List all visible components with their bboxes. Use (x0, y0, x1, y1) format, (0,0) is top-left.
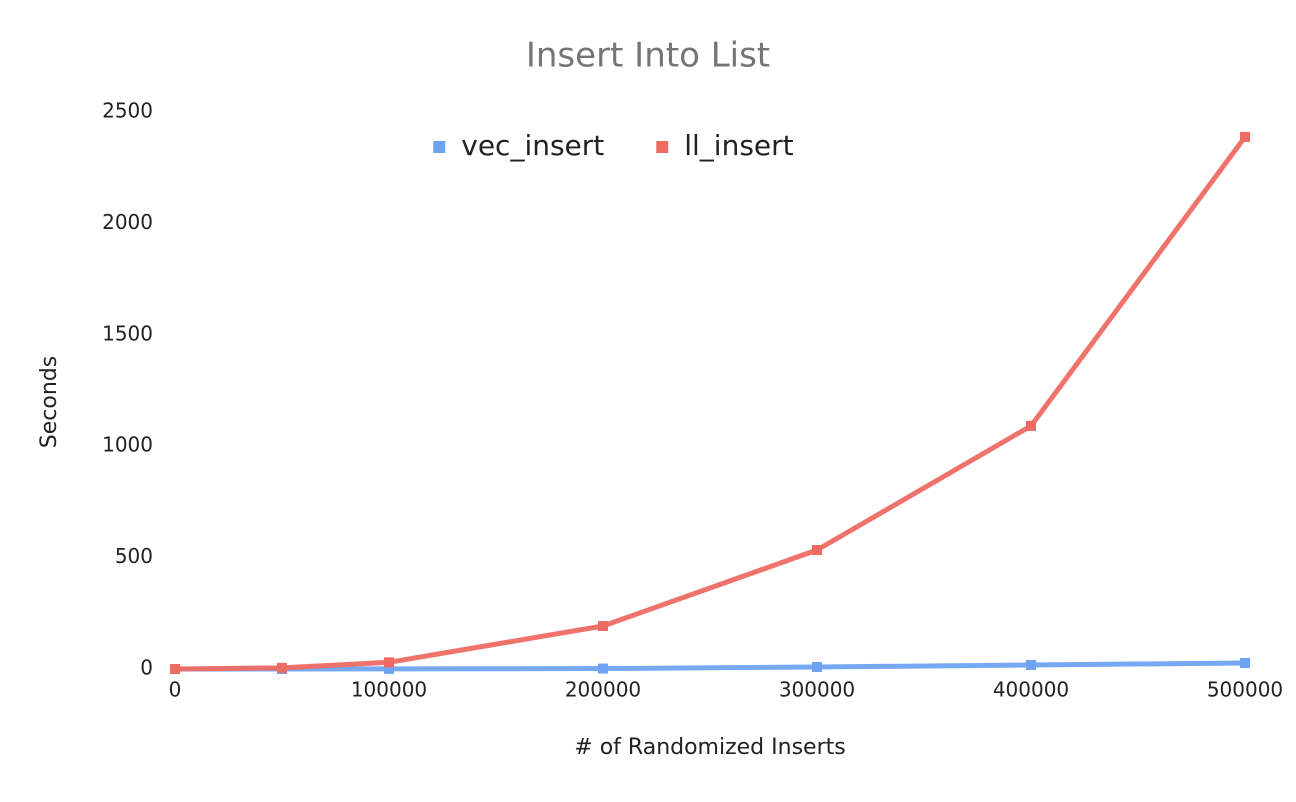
x-tick-label: 300000 (779, 678, 855, 702)
legend-label: ll_insert (684, 129, 793, 162)
y-tick-label: 1000 (102, 433, 153, 457)
y-tick-label: 0 (140, 656, 153, 680)
chart-title: Insert Into List (526, 36, 770, 76)
y-tick-label: 2500 (102, 99, 153, 123)
y-tick-label: 500 (115, 544, 153, 568)
point-marker (1240, 131, 1250, 142)
y-axis-label: Seconds (37, 356, 62, 448)
y-tick-label: 2000 (102, 210, 153, 234)
x-tick-label: 200000 (565, 678, 641, 702)
x-tick-label: 400000 (993, 678, 1069, 702)
point-marker (384, 657, 394, 668)
x-axis-label: # of Randomized Inserts (574, 735, 845, 760)
series-line (174, 135, 1248, 672)
point-marker (812, 545, 822, 556)
legend-swatch (656, 141, 669, 153)
x-tick-label: 100000 (351, 678, 427, 702)
point-marker (1240, 657, 1250, 668)
point-marker (170, 664, 180, 674)
point-marker (1026, 420, 1036, 431)
legend-swatch (433, 141, 446, 153)
point-marker (598, 663, 608, 674)
point-marker (1026, 659, 1036, 670)
point-marker (598, 620, 608, 631)
y-tick-label: 1500 (102, 321, 153, 345)
point-marker (277, 662, 287, 673)
point-marker (812, 661, 822, 672)
x-tick-label: 500000 (1207, 678, 1283, 702)
legend-label: vec_insert (461, 129, 604, 162)
point-marker (384, 663, 394, 674)
x-tick-label: 0 (169, 678, 182, 702)
